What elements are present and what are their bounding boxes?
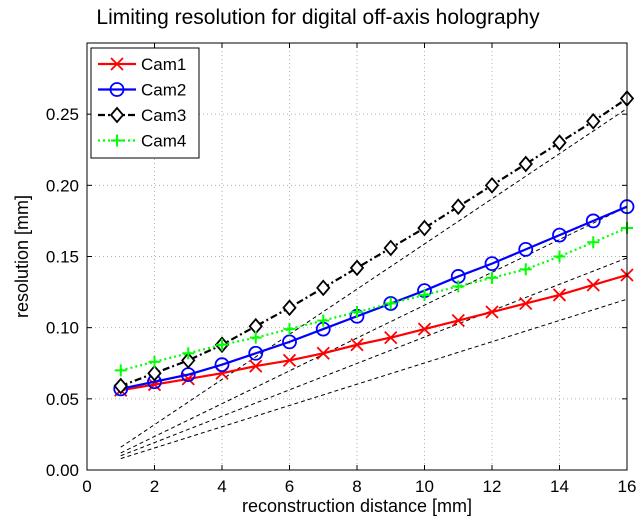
marker-circle: [484, 256, 500, 272]
marker-diamond: [518, 155, 533, 173]
marker-diamond: [451, 198, 466, 216]
marker-circle: [518, 241, 534, 257]
marker-x: [350, 338, 364, 352]
reference-line: [120, 108, 628, 448]
x-tick-label: 10: [415, 477, 434, 496]
series-line: [120, 205, 628, 390]
marker-circle: [109, 82, 125, 97]
reference-line: [120, 298, 628, 460]
series-line: [120, 97, 628, 388]
x-tick-label: 6: [285, 477, 294, 496]
marker-diamond: [113, 377, 128, 395]
marker-circle: [282, 334, 297, 350]
marker-diamond: [181, 352, 196, 369]
x-tick-label: 4: [217, 477, 226, 496]
marker-circle: [214, 357, 230, 373]
series-line: [120, 227, 628, 372]
legend-label: Cam4: [141, 132, 186, 151]
marker-diamond: [484, 176, 500, 194]
reference-line: [120, 206, 628, 454]
marker-x: [110, 57, 124, 71]
y-axis-label: resolution [mm]: [12, 195, 32, 318]
legend-entry: Cam3: [98, 106, 186, 125]
y-tick-label: 0.00: [46, 461, 79, 480]
series-line: [120, 273, 628, 392]
series-cam4: [114, 222, 633, 377]
y-tick-label: 0.10: [46, 319, 79, 338]
marker-diamond: [417, 219, 432, 237]
marker-diamond: [282, 299, 297, 317]
x-tick-label: 2: [150, 477, 159, 496]
marker-x: [316, 346, 330, 360]
marker-diamond: [316, 279, 331, 297]
marker-diamond: [147, 364, 162, 382]
chart-title: Limiting resolution for digital off-axis…: [96, 6, 540, 29]
series-cam3: [113, 90, 635, 395]
marker-diamond: [383, 239, 398, 257]
marker-x: [181, 372, 195, 386]
legend-label: Cam1: [141, 55, 186, 74]
marker-diamond: [109, 106, 125, 124]
marker-x: [384, 330, 398, 345]
marker-circle: [383, 296, 399, 311]
y-tick-label: 0.25: [46, 105, 79, 124]
y-tick-label: 0.20: [46, 176, 79, 195]
legend-label: Cam3: [141, 106, 186, 125]
legend-entry: Cam4: [98, 132, 186, 151]
marker-x: [519, 296, 533, 311]
legend-entry: Cam2: [98, 81, 186, 100]
marker-x: [552, 288, 567, 302]
marker-circle: [585, 213, 601, 229]
marker-diamond: [586, 112, 601, 130]
marker-x: [249, 359, 263, 373]
marker-diamond: [552, 134, 567, 152]
marker-x: [282, 353, 297, 368]
marker-circle: [248, 345, 264, 361]
marker-x: [451, 313, 465, 328]
x-tick-label: 14: [550, 477, 569, 496]
marker-diamond: [349, 259, 365, 277]
x-tick-label: 0: [82, 477, 91, 496]
marker-x: [586, 278, 600, 292]
x-tick-label: 12: [483, 477, 502, 496]
x-tick-label: 8: [352, 477, 361, 496]
x-axis-label: reconstruction distance [mm]: [242, 496, 472, 516]
legend-entry: Cam1: [98, 55, 186, 74]
marker-circle: [552, 227, 567, 243]
y-tick-label: 0.05: [46, 390, 79, 409]
legend: Cam1 Cam2 Cam3 Cam4: [90, 47, 200, 159]
marker-x: [417, 322, 432, 336]
x-tick-label: 16: [618, 477, 636, 496]
marker-x: [485, 305, 499, 319]
y-tick-label: 0.15: [46, 248, 79, 267]
legend-label: Cam2: [141, 81, 186, 100]
